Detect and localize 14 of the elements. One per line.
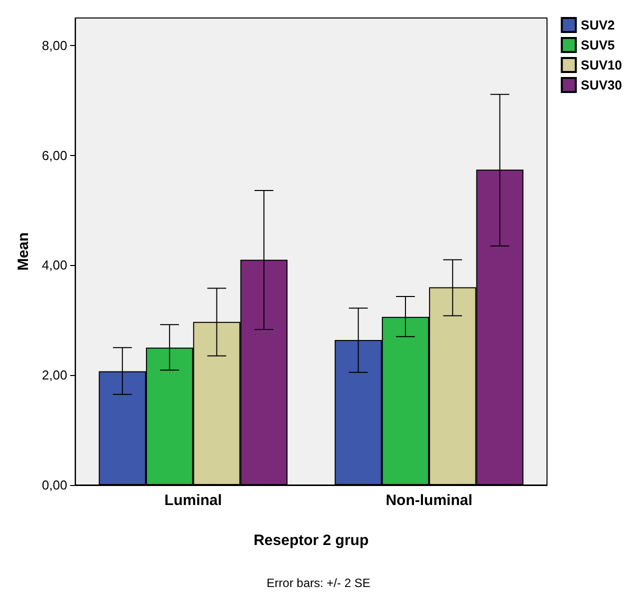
- y-tick-label: 4,00: [42, 258, 68, 273]
- y-tick-label: 8,00: [42, 38, 68, 53]
- x-tick-label: Non-luminal: [386, 492, 472, 509]
- y-tick-label: 2,00: [42, 368, 68, 383]
- x-axis-title: Reseptor 2 grup: [254, 532, 369, 549]
- y-axis-title: Mean: [15, 232, 32, 271]
- text: Error bars: +/- 2 SE: [266, 576, 370, 590]
- legend-label: SUV10: [580, 58, 622, 72]
- x-tick-label: Luminal: [164, 492, 222, 509]
- legend-label: SUV30: [580, 78, 622, 92]
- y-tick-label: 6,00: [42, 148, 68, 163]
- y-tick-label: 0,00: [42, 478, 68, 492]
- legend-label: SUV5: [580, 38, 615, 52]
- legend-label: SUV2: [580, 18, 615, 32]
